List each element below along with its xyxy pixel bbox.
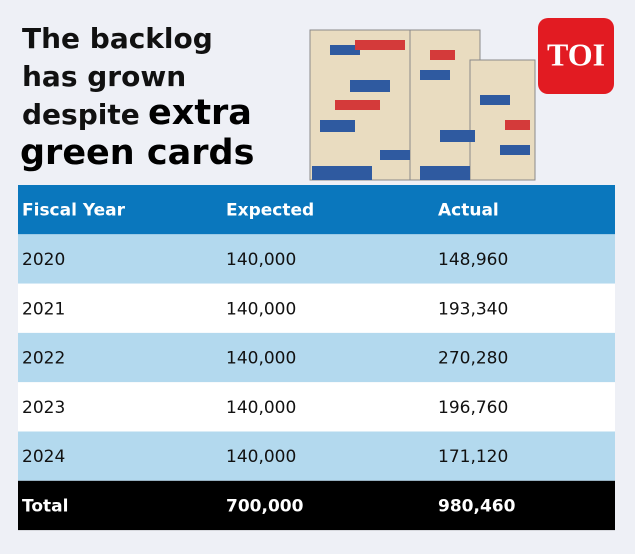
title-line: The backlog: [22, 22, 213, 55]
title-line: despite: [22, 98, 140, 131]
title-line: has grown: [22, 60, 186, 93]
header-cell: Actual: [438, 201, 499, 221]
row-cell: 140,000: [226, 398, 296, 418]
files-illustration: [309, 29, 536, 181]
total-cell: Total: [22, 496, 68, 516]
row-cell: 140,000: [226, 299, 296, 319]
total-bg: [18, 480, 615, 531]
row-cell: 2020: [22, 250, 65, 270]
row-cell: 2023: [22, 398, 65, 418]
row-bg: [18, 431, 615, 481]
logo: TOI: [547, 36, 605, 72]
row-bg: [18, 332, 615, 383]
row-cell: 148,960: [438, 250, 508, 270]
row-cell: 193,340: [438, 299, 508, 319]
row-cell: 2024: [22, 447, 65, 467]
table: Fiscal Year Expected Actual 2020 140,000 148,…: [18, 185, 615, 531]
row-cell: 140,000: [226, 447, 296, 467]
header-cell: Fiscal Year: [22, 201, 126, 221]
row-cell: 270,280: [438, 349, 508, 369]
row-cell: 2021: [22, 299, 65, 319]
row-cell: 2022: [22, 349, 65, 369]
total-cell: 980,460: [438, 496, 516, 516]
title-bold: green cards: [20, 133, 254, 173]
row-bg: [18, 234, 615, 284]
logo-box: [538, 18, 614, 94]
row-cell: 140,000: [226, 349, 296, 369]
header-bg: [18, 185, 615, 235]
row-bg: [18, 283, 615, 333]
total-cell: 700,000: [226, 496, 304, 516]
row-cell: 171,120: [438, 447, 508, 467]
row-cell: 196,760: [438, 398, 508, 418]
title-bold: extra: [148, 93, 252, 133]
row-bg: [18, 382, 615, 432]
row-cell: 140,000: [226, 250, 296, 270]
header-cell: Expected: [226, 201, 314, 221]
